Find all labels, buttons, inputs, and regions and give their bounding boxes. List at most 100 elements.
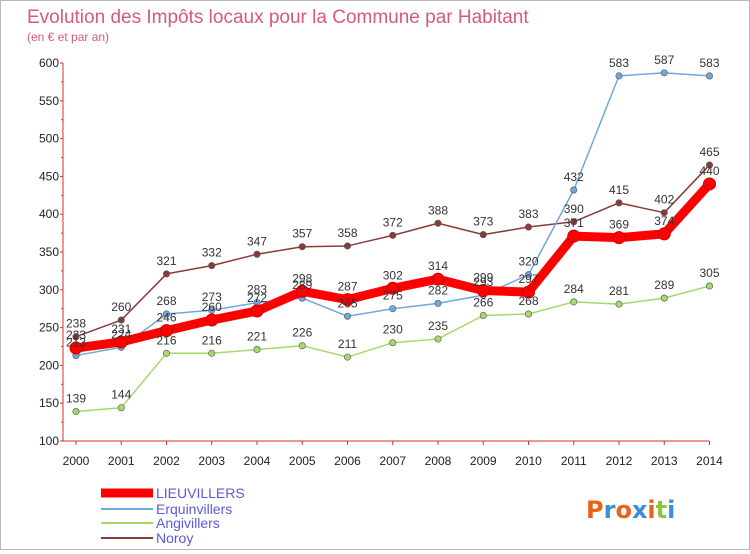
data-label: 402 — [654, 193, 674, 207]
data-label: 260 — [111, 300, 131, 314]
data-point — [434, 335, 442, 343]
data-point — [476, 284, 490, 298]
data-point — [208, 262, 216, 270]
data-label: 299 — [473, 271, 493, 285]
y-tick-label: 400 — [39, 207, 59, 221]
x-tick-label: 2013 — [651, 454, 678, 468]
data-label: 223 — [66, 328, 86, 342]
data-label: 383 — [518, 207, 538, 221]
data-point — [615, 199, 623, 207]
data-label: 268 — [156, 294, 176, 308]
data-point — [522, 285, 535, 299]
data-label: 371 — [564, 216, 584, 230]
data-point — [660, 209, 668, 217]
logo-letter: r — [604, 496, 616, 524]
data-label: 332 — [202, 246, 222, 260]
data-label: 440 — [699, 164, 719, 178]
data-label: 297 — [518, 272, 538, 286]
y-tick-label: 450 — [39, 169, 59, 183]
data-point — [479, 231, 487, 239]
data-point — [434, 299, 442, 307]
x-tick-label: 2007 — [379, 454, 406, 468]
data-label: 372 — [383, 215, 403, 229]
chart-axes: 100 150 200 250 300 350 400 450 500 550 600 2000 200… — [39, 56, 723, 468]
data-point — [343, 242, 351, 250]
x-tick-label: 2012 — [606, 454, 633, 468]
data-point — [343, 353, 351, 361]
x-tick-label: 2014 — [696, 454, 723, 468]
data-label: 231 — [111, 322, 131, 336]
data-point — [72, 408, 80, 416]
data-label: 347 — [247, 234, 267, 248]
data-label: 314 — [428, 259, 448, 273]
y-tick-label: 200 — [39, 358, 59, 372]
data-point — [114, 335, 128, 349]
data-label: 216 — [156, 333, 176, 347]
data-label: 266 — [473, 296, 493, 310]
data-point — [431, 272, 445, 286]
data-label: 273 — [202, 290, 222, 304]
data-point — [389, 305, 397, 313]
x-tick-label: 2006 — [334, 454, 361, 468]
data-point — [705, 72, 713, 80]
data-label: 298 — [292, 271, 312, 285]
data-label: 289 — [292, 278, 312, 292]
data-point — [341, 293, 354, 307]
data-point — [479, 312, 487, 320]
data-point — [208, 349, 216, 357]
data-point — [703, 177, 716, 191]
data-label: 583 — [609, 56, 629, 70]
data-point — [208, 306, 216, 314]
data-point — [705, 282, 713, 290]
logo-letter: t — [656, 496, 667, 524]
data-point — [389, 339, 397, 347]
y-tick-label: 250 — [39, 321, 59, 335]
data-label: 281 — [609, 284, 629, 298]
data-point — [570, 298, 578, 306]
data-point — [117, 404, 125, 412]
data-label: 583 — [699, 56, 719, 70]
data-point — [386, 281, 400, 295]
legend-label: Angivillers — [156, 515, 220, 531]
y-tick-label: 600 — [39, 56, 59, 70]
data-label: 226 — [292, 326, 312, 340]
data-point — [612, 231, 626, 245]
x-tick-label: 2001 — [108, 454, 135, 468]
x-tick-label: 2010 — [515, 454, 542, 468]
data-label: 287 — [337, 280, 357, 294]
legend-label: Noroy — [156, 530, 193, 546]
x-tick-label: 2009 — [470, 454, 497, 468]
data-label: 230 — [383, 323, 403, 337]
data-label: 302 — [383, 268, 403, 282]
data-label: 465 — [699, 145, 719, 159]
legend-label: Erquinvillers — [156, 501, 232, 517]
data-label: 358 — [337, 226, 357, 240]
data-label: 432 — [564, 170, 584, 184]
data-label: 293 — [473, 275, 493, 289]
data-label: 320 — [518, 255, 538, 269]
data-label: 587 — [654, 53, 674, 67]
data-label: 224 — [111, 327, 131, 341]
data-point — [117, 316, 125, 324]
data-label: 283 — [247, 283, 267, 297]
data-point — [343, 312, 351, 320]
data-point — [660, 69, 668, 77]
logo-letter: P — [586, 496, 604, 524]
x-tick-label: 2004 — [244, 454, 271, 468]
data-label: 235 — [428, 319, 448, 333]
data-label: 374 — [654, 214, 674, 228]
data-label: 373 — [473, 215, 493, 229]
logo-letter: o — [615, 496, 632, 524]
data-point — [160, 324, 173, 338]
data-label: 305 — [699, 266, 719, 280]
logo-letter: i — [647, 496, 655, 524]
data-label: 282 — [428, 283, 448, 297]
data-point — [298, 243, 306, 251]
x-tick-label: 2002 — [153, 454, 180, 468]
data-point — [253, 346, 261, 354]
data-point — [434, 219, 442, 227]
data-point — [298, 342, 306, 350]
series-angivillers — [72, 282, 713, 416]
data-point — [570, 218, 578, 226]
